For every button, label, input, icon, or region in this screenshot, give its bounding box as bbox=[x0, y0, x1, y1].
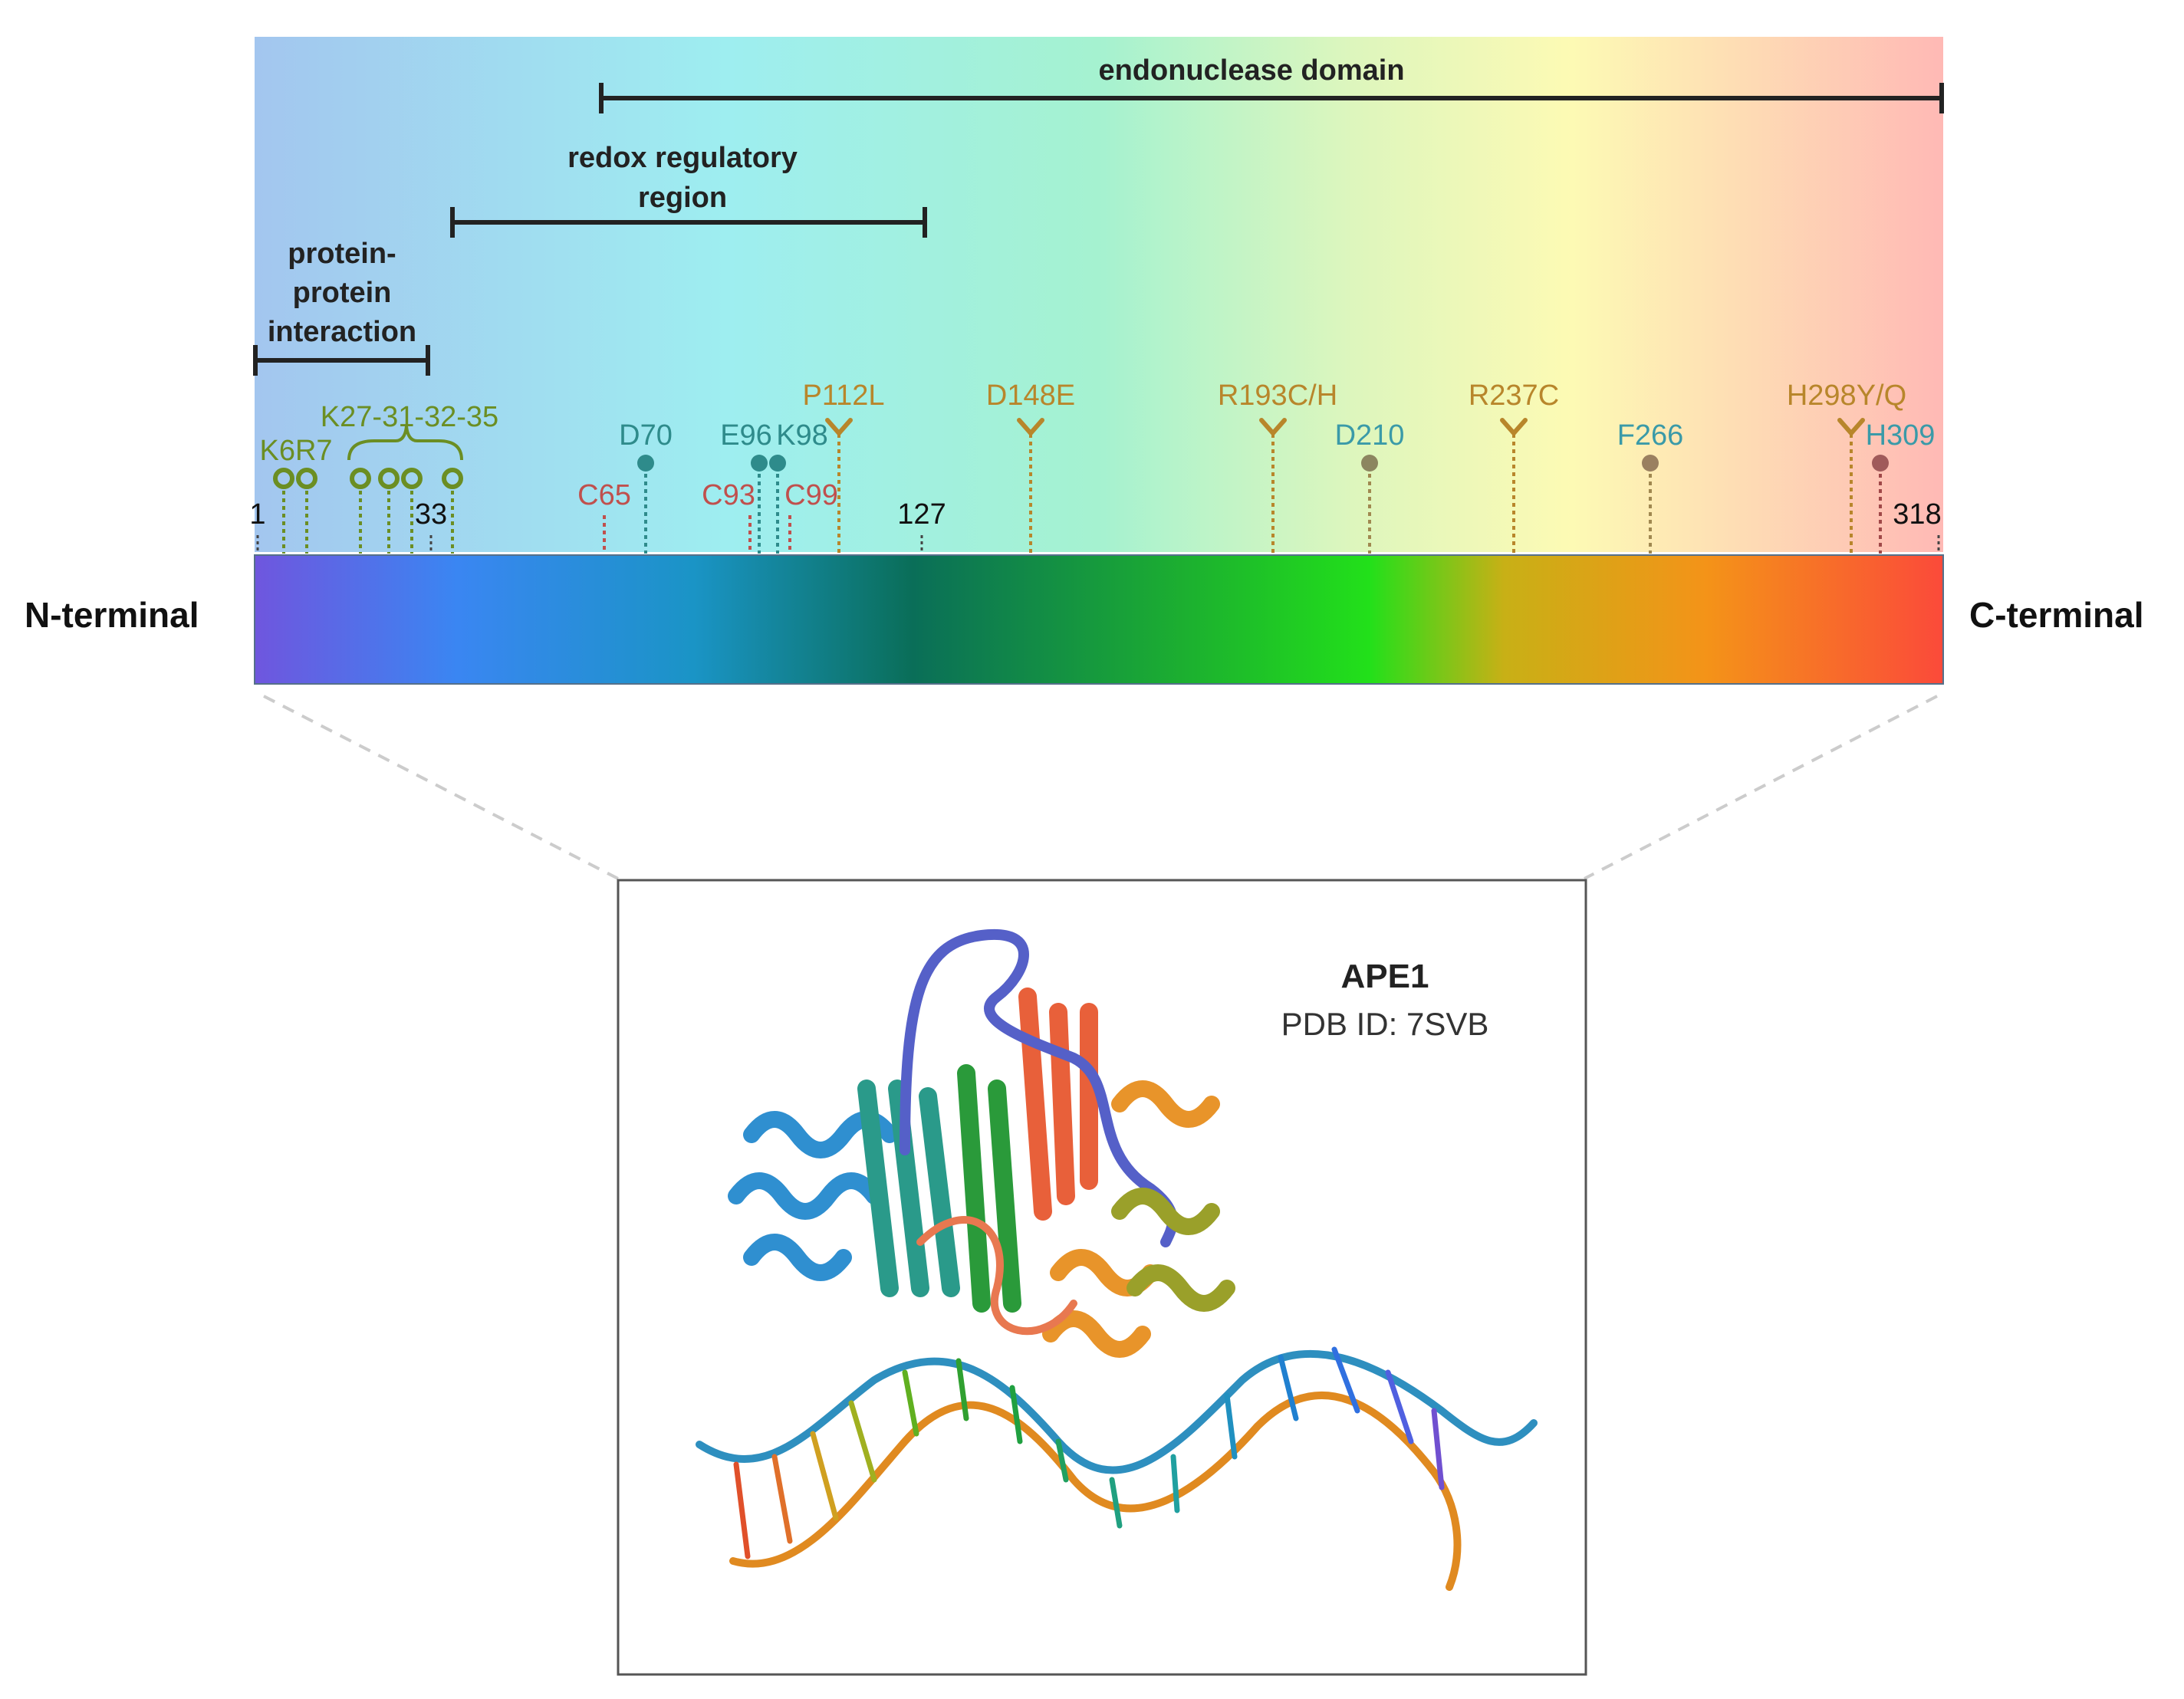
site-label-k6r7: K6R7 bbox=[259, 435, 332, 467]
sequence-bar bbox=[254, 554, 1944, 685]
variant-sites bbox=[825, 418, 1865, 554]
k98-dot bbox=[769, 455, 786, 472]
k27-35-brace bbox=[347, 426, 463, 461]
n-terminal-label: N-terminal bbox=[25, 595, 199, 635]
protein-coil-salmon bbox=[916, 1216, 1077, 1336]
site-label-c65: C65 bbox=[577, 479, 631, 511]
pdb-id: PDB ID: 7SVB bbox=[1281, 1006, 1489, 1042]
site-label-k98: K98 bbox=[776, 419, 828, 452]
site-label-r237c: R237C bbox=[1469, 380, 1559, 412]
residue-number-1: 1 bbox=[249, 498, 265, 531]
protein-sheet-red bbox=[1018, 988, 1098, 1221]
dna-strand-1 bbox=[696, 1349, 1538, 1474]
ppi-label-line3: interaction bbox=[268, 316, 416, 348]
site-label-c99: C99 bbox=[784, 479, 838, 511]
dna-strand-2 bbox=[729, 1392, 1462, 1591]
site-label-d148e: D148E bbox=[986, 380, 1075, 412]
redox-label-line2: region bbox=[638, 182, 727, 214]
k27-circle bbox=[350, 468, 371, 489]
r193ch-chevron bbox=[1259, 418, 1287, 435]
residue-number-33: 33 bbox=[415, 498, 447, 531]
endonuclease-label: endonuclease domain bbox=[1098, 54, 1404, 87]
residue-ticks bbox=[256, 535, 1940, 554]
ppi-label-line2: protein bbox=[293, 277, 392, 309]
structure-title: APE1 bbox=[1341, 958, 1429, 995]
site-label-k27-35: K27-31-32-35 bbox=[321, 401, 498, 433]
site-label-p112l: P112L bbox=[802, 380, 884, 412]
d210-dot bbox=[1361, 455, 1378, 472]
zoom-connectors bbox=[263, 695, 1938, 880]
e96-dot bbox=[751, 455, 768, 472]
residue-number-127: 127 bbox=[897, 498, 946, 531]
h298yq-chevron bbox=[1837, 418, 1865, 435]
k6-circle bbox=[273, 468, 294, 489]
r237c-chevron bbox=[1500, 418, 1528, 435]
endonuclease-bracket bbox=[599, 83, 1944, 113]
site-label-h309: H309 bbox=[1866, 419, 1936, 452]
d70-dot bbox=[637, 455, 654, 472]
redox-bracket bbox=[450, 207, 927, 238]
site-label-f266: F266 bbox=[1617, 419, 1684, 452]
site-label-d70: D70 bbox=[619, 419, 673, 452]
p112l-chevron bbox=[825, 418, 853, 435]
ppi-label-line1: protein- bbox=[288, 238, 396, 270]
protein-helix-olive bbox=[1111, 1188, 1235, 1312]
r7-circle bbox=[296, 468, 317, 489]
domain-background bbox=[255, 37, 1943, 552]
dot-sites bbox=[637, 455, 1889, 554]
k35-circle bbox=[442, 468, 463, 489]
domain-brackets bbox=[253, 83, 1944, 376]
c-terminal-label: C-terminal bbox=[1969, 595, 2143, 635]
redox-label-line1: redox regulatory bbox=[567, 142, 798, 174]
d148e-chevron bbox=[1017, 418, 1044, 435]
k31-circle bbox=[378, 468, 400, 489]
site-label-h298yq: H298Y/Q bbox=[1787, 380, 1906, 412]
protein-dna-structure-illustration bbox=[696, 928, 1538, 1591]
site-label-c93: C93 bbox=[702, 479, 755, 511]
f266-dot bbox=[1642, 455, 1659, 472]
acetylation-sites bbox=[273, 426, 463, 554]
site-label-r193ch: R193C/H bbox=[1218, 380, 1337, 412]
ppi-bracket bbox=[253, 345, 430, 376]
h309-dot bbox=[1872, 455, 1889, 472]
k32-circle bbox=[401, 468, 423, 489]
residue-number-318: 318 bbox=[1893, 498, 1941, 531]
protein-loop-indigo bbox=[900, 928, 1178, 1247]
protein-sheet-green bbox=[957, 1064, 1021, 1313]
cysteine-sites bbox=[603, 515, 791, 554]
site-label-d210: D210 bbox=[1335, 419, 1405, 452]
site-label-e96: E96 bbox=[720, 419, 772, 452]
